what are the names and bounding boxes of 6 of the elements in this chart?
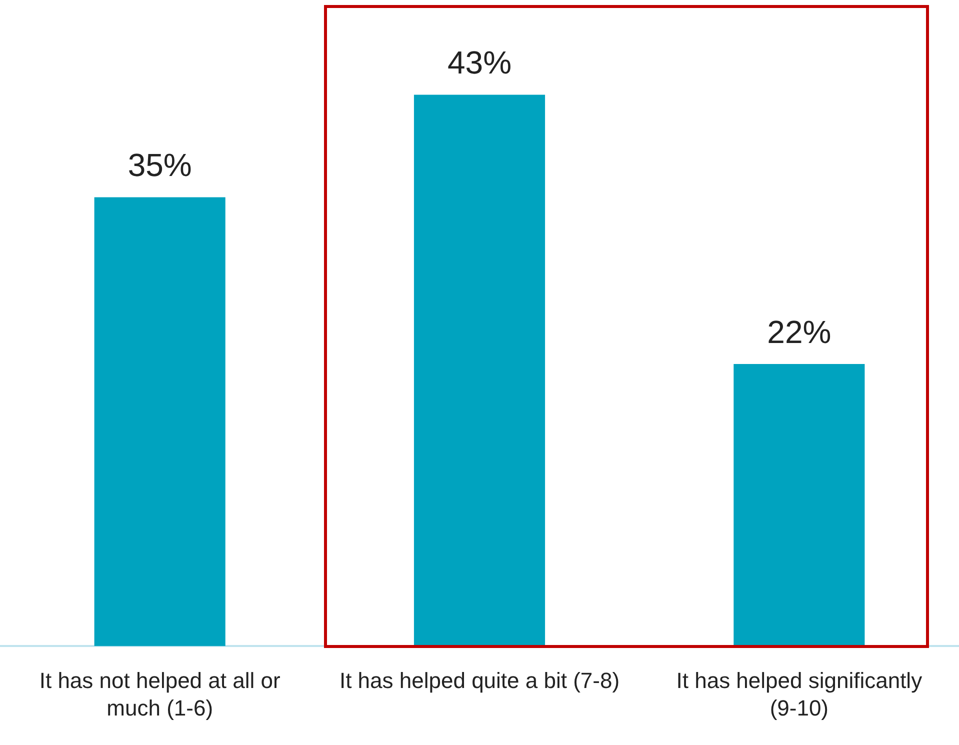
data-label: 35% bbox=[128, 147, 192, 184]
data-label: 43% bbox=[447, 44, 512, 81]
x-tick-label: It has helped significantly (9-10) bbox=[676, 668, 922, 720]
data-label: 22% bbox=[767, 314, 832, 350]
x-tick-label: It has not helped at all or much (1-6) bbox=[39, 668, 280, 720]
x-tick-label: It has helped quite a bit (7-8) bbox=[339, 668, 620, 693]
